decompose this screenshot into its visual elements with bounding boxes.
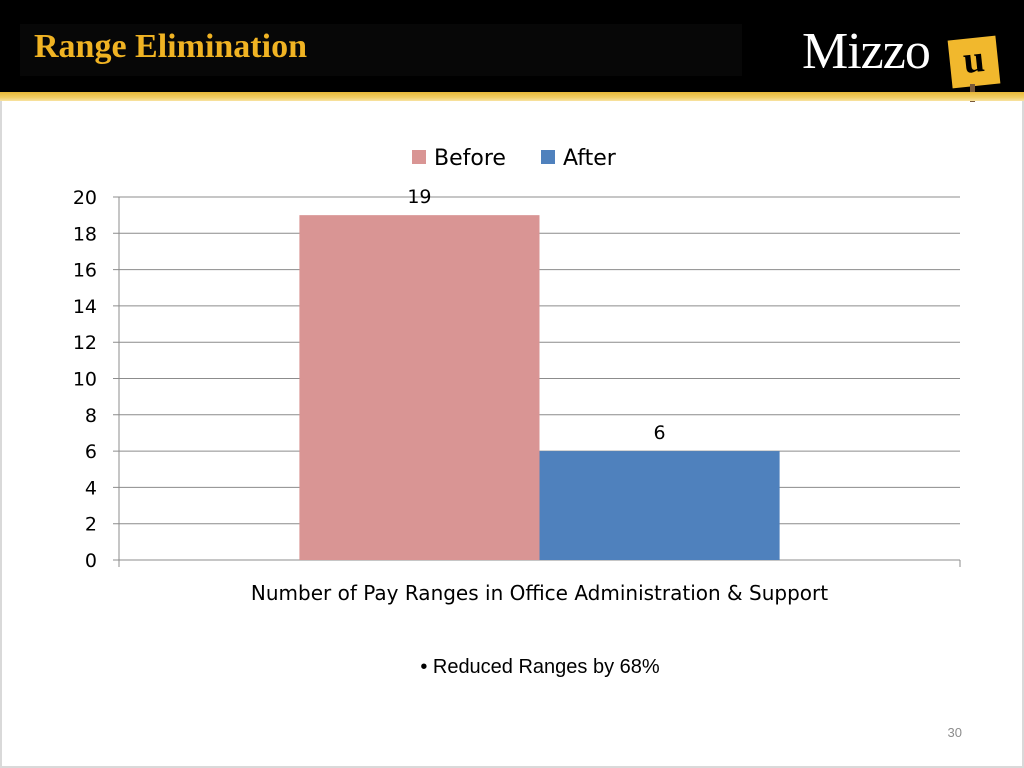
y-tick-label: 12 bbox=[73, 332, 97, 354]
legend-label-before: Before bbox=[434, 146, 506, 171]
slide-header: Range Elimination Mizzo u bbox=[0, 0, 1024, 102]
y-tick-label: 6 bbox=[85, 441, 97, 463]
bar-chart: 0 2 4 6 8 10 12 14 16 18 20 19 6 Number of Pay Ranges… bbox=[73, 146, 961, 605]
legend-swatch-before bbox=[412, 150, 426, 164]
header-gold-bar bbox=[0, 92, 1024, 101]
legend-swatch-after bbox=[541, 150, 555, 164]
y-tick-label: 10 bbox=[73, 369, 97, 391]
slide-title: Range Elimination bbox=[34, 28, 307, 65]
slide-frame bbox=[0, 101, 1024, 768]
legend-label-after: After bbox=[563, 146, 617, 171]
logo-wordmark: Mizzo bbox=[802, 23, 931, 80]
x-category-label: Number of Pay Ranges in Office Administr… bbox=[251, 581, 828, 605]
page-number: 30 bbox=[947, 725, 962, 740]
y-tick-label: 14 bbox=[73, 296, 97, 318]
bar-after bbox=[539, 451, 780, 560]
data-label: 19 bbox=[407, 186, 431, 208]
y-tick-label: 8 bbox=[85, 405, 97, 427]
title-box bbox=[20, 24, 742, 76]
y-tick-label: 4 bbox=[85, 477, 97, 499]
y-tick-label: 18 bbox=[73, 223, 97, 245]
bullet-text: • Reduced Ranges by 68% bbox=[420, 656, 660, 678]
y-tick-label: 0 bbox=[85, 550, 97, 572]
bar-before bbox=[299, 215, 540, 560]
y-tick-label: 2 bbox=[85, 514, 97, 536]
y-tick-label: 16 bbox=[73, 260, 97, 282]
y-tick-label: 20 bbox=[73, 187, 97, 209]
data-label: 6 bbox=[654, 422, 666, 444]
mizzou-logo: Mizzo u bbox=[802, 18, 1012, 102]
